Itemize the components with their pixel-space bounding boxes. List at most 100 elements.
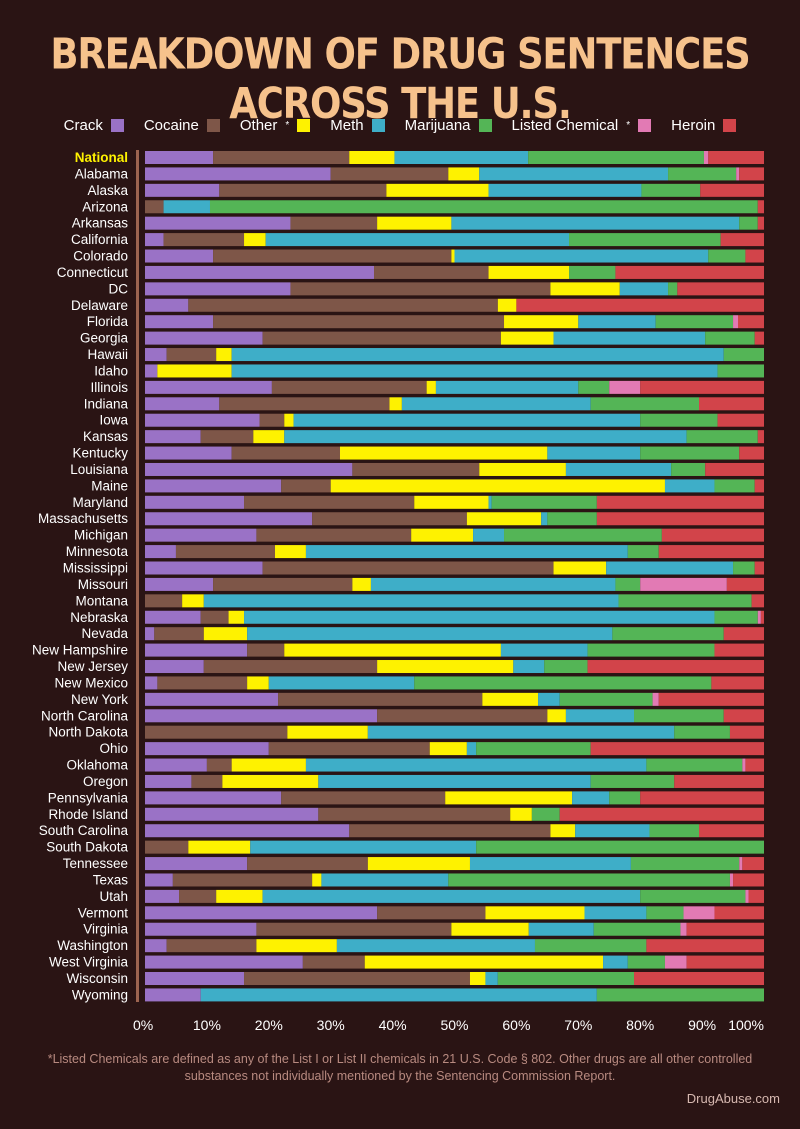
bar-segment-marijuana <box>491 495 597 509</box>
bar-segment-heroin <box>646 939 764 953</box>
bar-segment-heroin <box>748 889 764 903</box>
bar-segment-meth <box>565 709 635 723</box>
bar-segment-crack <box>145 397 220 411</box>
row-label: Kentucky <box>72 446 128 461</box>
bar-segment-cocaine <box>377 709 548 723</box>
bar-segment-heroin <box>757 430 764 444</box>
bar-segment-crack <box>145 988 201 1002</box>
bar-segment-meth <box>664 479 715 493</box>
bar-segment-cocaine <box>191 774 223 788</box>
bar-segment-heroin <box>754 561 764 575</box>
bar-segment-other <box>157 364 232 378</box>
bar-segment-marijuana <box>640 446 740 460</box>
bar-segment-heroin <box>699 824 764 838</box>
row-label: Alabama <box>75 166 129 181</box>
bar-segment-marijuana <box>593 922 681 936</box>
row-label: South Dakota <box>46 840 128 855</box>
bar-segment-meth <box>485 972 498 985</box>
bar-segment-crack <box>145 627 155 641</box>
bar-segment-meth <box>603 955 628 969</box>
bar-segment-heroin <box>596 512 764 526</box>
bar-segment-cocaine <box>352 462 480 476</box>
bar-segment-meth <box>575 824 650 838</box>
bar-segment-other <box>253 430 285 444</box>
bar-segment-crack <box>145 446 232 460</box>
bar-segment-meth <box>394 151 529 164</box>
bar-segment-meth <box>479 167 669 181</box>
bar-segment-other <box>256 939 337 953</box>
bar-segment-cocaine <box>203 660 378 674</box>
bar-segment-crack <box>145 545 176 559</box>
bar-segment-cocaine <box>213 577 353 591</box>
bar-segment-crack <box>145 380 272 394</box>
bar-segment-marijuana <box>544 660 588 674</box>
bar-segment-meth <box>473 528 505 542</box>
bar-segment-marijuana <box>630 857 740 871</box>
bar-segment-meth <box>262 889 641 903</box>
legend-label: Listed Chemical <box>511 116 619 134</box>
bar-segment-crack <box>145 610 201 624</box>
row-label: Idaho <box>94 363 128 378</box>
row-label: Maryland <box>72 495 128 510</box>
bar-segment-marijuana <box>708 249 746 263</box>
bar-segment-other <box>411 528 474 542</box>
bar-segment-cocaine <box>244 972 470 985</box>
bar-segment-heroin <box>723 709 764 723</box>
x-tick-label: 20% <box>255 1017 283 1033</box>
y-axis-line <box>136 150 139 1002</box>
bar-segment-meth <box>513 660 545 674</box>
legend-swatch <box>371 118 385 132</box>
bar-segment-meth <box>538 692 560 706</box>
bar-segment-listed-chemical <box>680 922 687 936</box>
bar-segment-other <box>466 512 542 526</box>
row-label: Massachusetts <box>38 511 128 526</box>
row-label: Colorado <box>73 249 128 264</box>
bar-segment-marijuana <box>414 676 712 690</box>
bar-segment-other <box>287 725 368 739</box>
bar-segment-heroin <box>590 742 764 756</box>
x-tick-label: 100% <box>728 1017 764 1033</box>
bar-segment-cocaine <box>145 725 288 739</box>
bar-segment-marijuana <box>618 594 752 608</box>
row-label: Maine <box>91 478 128 493</box>
legend-item-listed-chemical: Listed Chemical * <box>512 117 652 134</box>
bar-segment-meth <box>500 643 588 657</box>
bar-segment-meth <box>200 988 597 1002</box>
bar-segment-cocaine <box>349 824 551 838</box>
bar-segment-heroin <box>640 380 764 394</box>
bar-segment-heroin <box>739 167 764 181</box>
bar-segment-crack <box>145 709 378 723</box>
row-label: Florida <box>87 314 129 329</box>
bar-segment-heroin <box>658 692 764 706</box>
legend-label: Meth <box>330 116 364 134</box>
bar-segment-meth <box>488 183 642 197</box>
bar-segment-marijuana <box>634 709 724 723</box>
bar-segment-heroin <box>739 446 764 460</box>
bar-segment-cocaine <box>247 643 285 657</box>
bar-segment-crack <box>145 660 204 674</box>
legend-item-crack: Crack <box>64 117 124 134</box>
bar-segment-crack <box>145 364 158 378</box>
bar-segment-other <box>547 709 566 723</box>
bar-segment-heroin <box>714 906 764 920</box>
row-label: Missouri <box>78 577 128 592</box>
bar-segment-cocaine <box>166 939 257 953</box>
bar-segment-listed-chemical <box>729 873 734 887</box>
bar-segment-cocaine <box>377 906 486 920</box>
bar-segment-other <box>389 397 402 411</box>
bar-segment-heroin <box>658 545 764 559</box>
bar-segment-listed-chemical <box>703 151 709 164</box>
bar-segment-marijuana <box>668 282 678 296</box>
bar-segment-cocaine <box>259 413 285 427</box>
row-label: Georgia <box>80 331 129 346</box>
bar-segment-cocaine <box>172 873 313 887</box>
bar-segment-cocaine <box>213 151 350 164</box>
bar-segment-marijuana <box>668 167 737 181</box>
bar-segment-crack <box>145 216 291 230</box>
bar-segment-marijuana <box>528 151 704 164</box>
bar-segment-marijuana <box>714 610 758 624</box>
bar-segment-other <box>352 577 371 591</box>
bar-segment-heroin <box>754 331 764 345</box>
bar-segment-marijuana <box>448 873 730 887</box>
bar-segment-meth <box>528 922 594 936</box>
